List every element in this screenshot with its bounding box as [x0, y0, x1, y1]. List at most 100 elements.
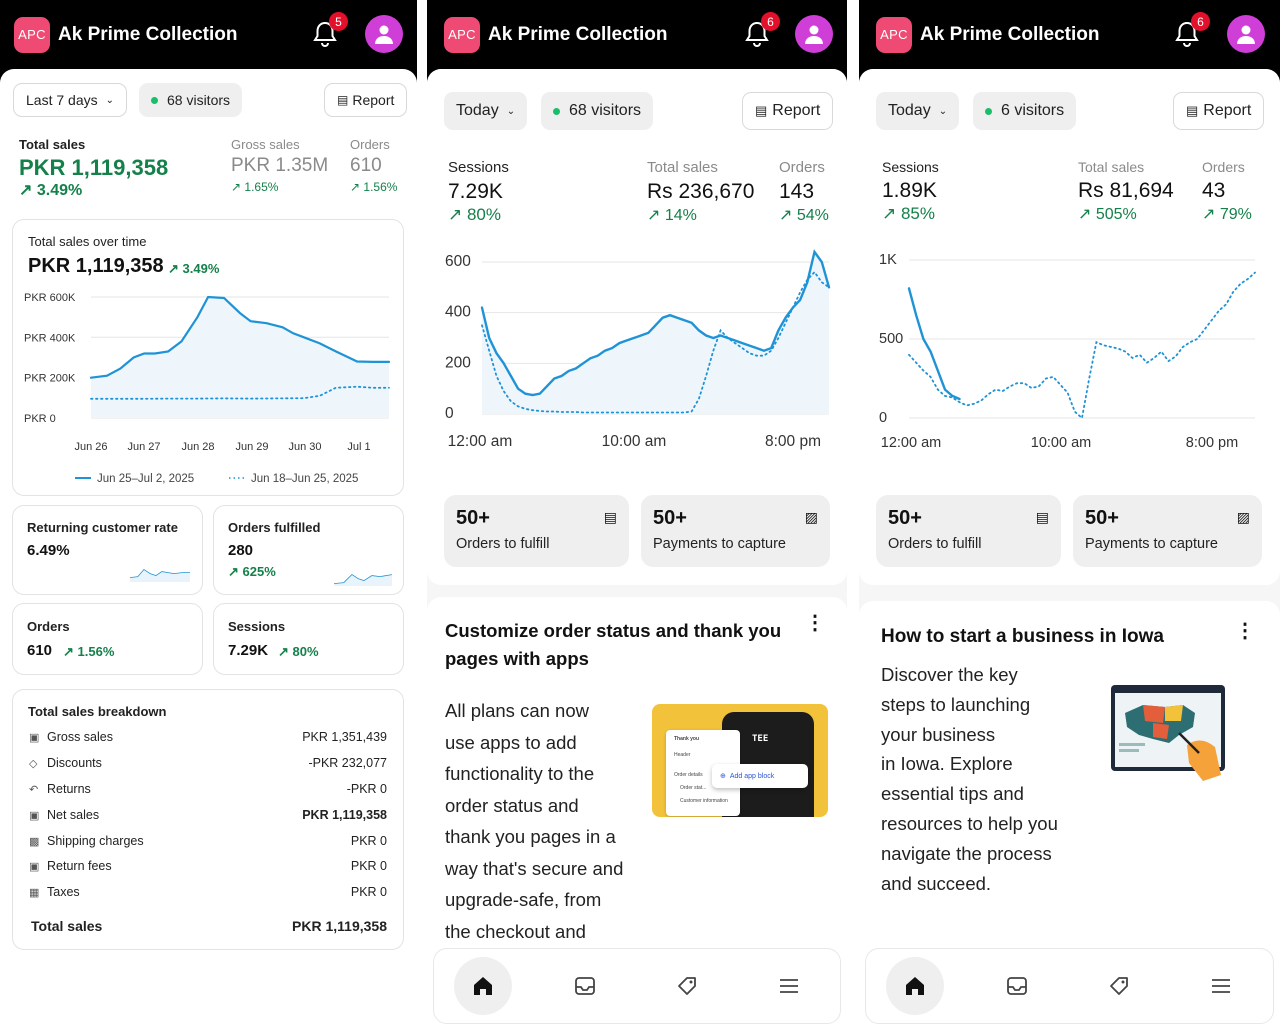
metric-value-total-sales: Rs 81,694 [1078, 179, 1174, 202]
top-bar: APC Ak Prime Collection 6 [859, 0, 1280, 69]
article-card[interactable]: How to start a business in Iowa ⋮ Discov… [859, 601, 1280, 1036]
mini-change: ↗ 625% [228, 564, 276, 579]
menu-icon[interactable] [760, 957, 818, 1015]
body-line: use apps to add [445, 731, 577, 753]
plus-circle-icon: ⊕ [720, 773, 726, 780]
x-tick-label: Jul 1 [347, 441, 370, 453]
notifications-bell-icon[interactable]: 5 [312, 12, 348, 48]
metric-label-total-sales: Total sales [647, 159, 718, 176]
more-options-icon[interactable]: ⋮ [805, 612, 825, 634]
row-label: Shipping charges [47, 834, 144, 848]
metric-label-sessions: Sessions [882, 159, 939, 175]
x-tick-label: 12:00 am [448, 433, 513, 450]
mini-label: Sessions [228, 619, 286, 634]
report-button[interactable]: ▤ Report [324, 83, 408, 117]
row-value: PKR 1,119,358 [302, 808, 387, 822]
total-label: Total sales [31, 918, 103, 934]
body-line: way that's secure and [445, 857, 624, 879]
metric-value-total-sales: PKR 1,119,358 [19, 155, 169, 180]
orders-to-fulfill-tile[interactable]: 50+ Orders to fulfill ▤ [876, 495, 1061, 567]
avatar[interactable] [1227, 15, 1265, 53]
orders-fulfilled-card[interactable]: Orders fulfilled 280 ↗ 625% [213, 505, 404, 595]
visitors-label: 6 visitors [1001, 102, 1065, 119]
live-dot-icon [985, 107, 992, 115]
change-text: 3.49% [36, 182, 83, 199]
article-body: Discover the key steps to launching your… [881, 660, 1058, 898]
row-value: PKR 0 [350, 859, 387, 873]
avatar[interactable] [795, 15, 833, 53]
y-tick-label: PKR 0 [24, 413, 56, 425]
live-dot-icon [151, 96, 158, 104]
row-label: Net sales [47, 808, 100, 822]
metric-label-total-sales: Total sales [1078, 159, 1145, 175]
overview-panel: Today ⌄ 68 visitors ▤ Report Sessions 7.… [427, 69, 847, 585]
row-value: -PKR 232,077 [308, 756, 387, 770]
menu-icon[interactable] [1192, 957, 1250, 1015]
metric-change-orders: ↗ 79% [1202, 206, 1252, 223]
body-line: order status and [445, 794, 579, 816]
body-line: navigate the process [881, 842, 1052, 864]
article-body: All plans can now use apps to add functi… [445, 695, 623, 947]
sales-breakdown-card: Total sales breakdown ▣ Gross sales PKR 1,… [12, 689, 404, 950]
body-line: steps to launching [881, 693, 1031, 715]
home-icon[interactable] [454, 957, 512, 1015]
receipt-icon: ▣ [29, 809, 40, 822]
mini-value: 280 [228, 542, 254, 559]
metric-change-gross-sales: ↗ 1.65% [231, 180, 279, 194]
body-line: your business [881, 723, 996, 745]
report-button[interactable]: ▤ Report [1173, 92, 1265, 130]
series-line-0 [480, 249, 831, 397]
payments-to-capture-tile[interactable]: 50+ Payments to capture ▨ [1073, 495, 1262, 567]
metric-change-total-sales: ↗ 505% [1078, 206, 1137, 223]
store-logo[interactable]: APC [876, 16, 912, 53]
date-range-dropdown[interactable]: Last 7 days ⌄ [13, 83, 127, 117]
inbox-icon[interactable] [556, 957, 614, 1015]
mini-value: 6.49% [27, 542, 70, 559]
body-line: thank you pages in a [445, 826, 616, 847]
phone-screen-2: APC Ak Prime Collection 6 Today ⌄ 68 vis… [427, 0, 847, 1036]
store-name[interactable]: Ak Prime Collection [58, 23, 238, 45]
overview-panel: Today ⌄ 6 visitors ▤ Report Sessions 1.8… [859, 69, 1280, 585]
article-card[interactable]: Customize order status and thank you pag… [427, 597, 847, 1036]
orders-to-fulfill-tile[interactable]: 50+ Orders to fulfill ▤ [444, 495, 629, 567]
store-logo[interactable]: APC [14, 16, 50, 53]
metric-value-orders: 43 [1202, 179, 1226, 202]
store-name[interactable]: Ak Prime Collection [920, 23, 1100, 45]
x-tick-label: 8:00 pm [765, 433, 821, 450]
notifications-bell-icon[interactable]: 6 [1174, 12, 1210, 48]
date-range-dropdown[interactable]: Today ⌄ [876, 92, 960, 130]
more-options-icon[interactable]: ⋮ [1235, 620, 1255, 642]
metric-value-gross-sales: PKR 1.35M [231, 155, 329, 176]
notification-count-badge: 5 [329, 12, 348, 31]
visitors-chip[interactable]: 68 visitors [139, 83, 243, 117]
breakdown-row: ▦ Taxes PKR 0 [29, 885, 387, 899]
visitors-chip[interactable]: 6 visitors [973, 92, 1077, 130]
map-tablet-illustration [1111, 685, 1225, 781]
y-tick-label: PKR 600K [24, 292, 76, 304]
body-line: resources to help you [881, 812, 1058, 834]
tag-icon[interactable] [1090, 957, 1148, 1015]
tile-label: Orders to fulfill [456, 536, 550, 552]
visitors-chip[interactable]: 68 visitors [541, 92, 654, 130]
avatar[interactable] [365, 15, 403, 53]
notifications-bell-icon[interactable]: 6 [744, 12, 780, 48]
tag-icon: ◇ [29, 757, 38, 770]
x-tick-label: 8:00 pm [1186, 435, 1238, 451]
tag-icon[interactable] [658, 957, 716, 1015]
orders-card[interactable]: Orders 610 ↗ 1.56% [12, 603, 203, 675]
change-text: 80% [466, 205, 501, 224]
bottom-nav [433, 948, 841, 1024]
home-icon[interactable] [886, 957, 944, 1015]
date-range-dropdown[interactable]: Today ⌄ [444, 92, 528, 130]
sessions-card[interactable]: Sessions 7.29K ↗ 80% [213, 603, 404, 675]
inbox-icon[interactable] [988, 957, 1046, 1015]
series-area [482, 251, 829, 414]
total-sales-chart-card[interactable]: Total sales over time PKR 1,119,358 ↗ 3.… [12, 219, 404, 496]
store-name[interactable]: Ak Prime Collection [488, 23, 668, 45]
payments-to-capture-tile[interactable]: 50+ Payments to capture ▨ [641, 495, 830, 567]
store-logo[interactable]: APC [444, 16, 480, 53]
report-button[interactable]: ▤ Report [742, 92, 834, 130]
y-tick-label: 600 [445, 253, 471, 270]
report-icon: ▤ [1186, 103, 1199, 118]
returning-customer-card[interactable]: Returning customer rate 6.49% [12, 505, 203, 595]
